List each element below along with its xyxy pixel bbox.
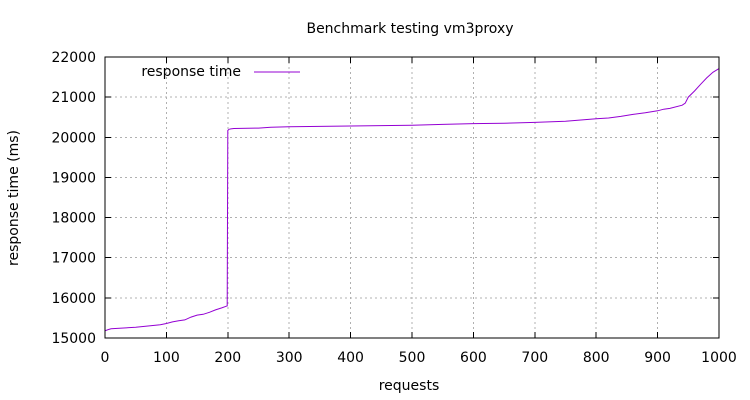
y-tick-label: 17000	[51, 251, 96, 267]
y-tick-label: 16000	[51, 291, 96, 307]
legend: response time	[141, 64, 300, 80]
grid-lines	[105, 57, 719, 338]
y-tick-label: 20000	[51, 130, 96, 146]
y-tick-label: 19000	[51, 170, 96, 186]
x-tick-labels: 0 100 200 300 400 500 600 700 800 900 1000	[101, 350, 737, 366]
response-time-line	[104, 68, 720, 332]
series-layer	[104, 68, 720, 332]
chart-title: Benchmark testing vm3proxy	[306, 21, 513, 37]
plot-border	[104, 56, 720, 339]
y-tick-label: 22000	[51, 50, 96, 66]
x-tick-label: 800	[583, 350, 610, 366]
x-axis-label: requests	[379, 378, 440, 394]
x-tick-label: 500	[399, 350, 426, 366]
x-tick-label: 400	[337, 350, 364, 366]
x-tick-label: 900	[644, 350, 671, 366]
y-tick-labels: 15000 16000 17000 18000 19000 20000 21000 22000	[51, 50, 96, 347]
y-tick-label: 15000	[51, 331, 96, 347]
y-axis-label: response time (ms)	[6, 130, 22, 266]
y-tick-label: 21000	[51, 90, 96, 106]
y-tick-label: 18000	[51, 211, 96, 227]
x-tick-label: 200	[214, 350, 241, 366]
x-tick-label: 100	[153, 350, 180, 366]
legend-label: response time	[141, 64, 241, 80]
x-tick-label: 1000	[701, 350, 737, 366]
x-tick-label: 0	[101, 350, 110, 366]
x-tick-label: 600	[460, 350, 487, 366]
x-tick-label: 700	[521, 350, 548, 366]
x-tick-label: 300	[276, 350, 303, 366]
